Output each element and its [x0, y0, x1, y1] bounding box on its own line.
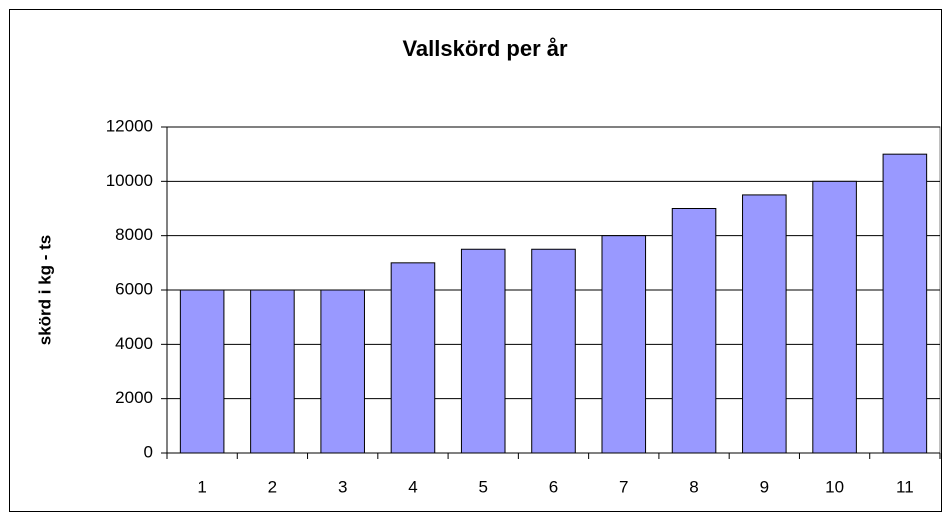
x-tick-label: 11	[896, 477, 914, 496]
x-tick-label: 1	[197, 477, 206, 496]
y-tick-label: 2000	[115, 388, 153, 407]
y-tick-label: 10000	[106, 171, 153, 190]
bar	[531, 248, 576, 454]
x-tick-label: 2	[268, 477, 277, 496]
bar	[671, 208, 717, 454]
y-tick-label: 12000	[106, 116, 153, 135]
x-tick-label: 5	[478, 477, 487, 496]
y-tick-label: 0	[144, 442, 153, 461]
x-tick-label: 10	[825, 477, 844, 496]
bar	[320, 289, 365, 454]
x-tick-label: 6	[549, 477, 558, 496]
bar	[601, 235, 647, 454]
bar	[179, 289, 225, 454]
y-tick-label: 6000	[115, 279, 153, 298]
bar	[882, 153, 928, 454]
y-tick-label: 8000	[115, 225, 153, 244]
y-axis-label: skörd i kg - ts	[35, 235, 54, 346]
bar	[250, 289, 295, 454]
x-tick-label: 4	[408, 477, 417, 496]
y-tick-label: 4000	[115, 334, 153, 353]
x-tick-label: 7	[619, 477, 628, 496]
x-tick-label: 9	[760, 477, 769, 496]
bar	[812, 180, 857, 454]
bar	[460, 248, 506, 454]
bar	[742, 194, 787, 454]
chart-title: Vallskörd per år	[402, 36, 568, 61]
x-tick-label: 3	[338, 477, 347, 496]
bar	[390, 262, 436, 454]
x-tick-label: 8	[689, 477, 698, 496]
